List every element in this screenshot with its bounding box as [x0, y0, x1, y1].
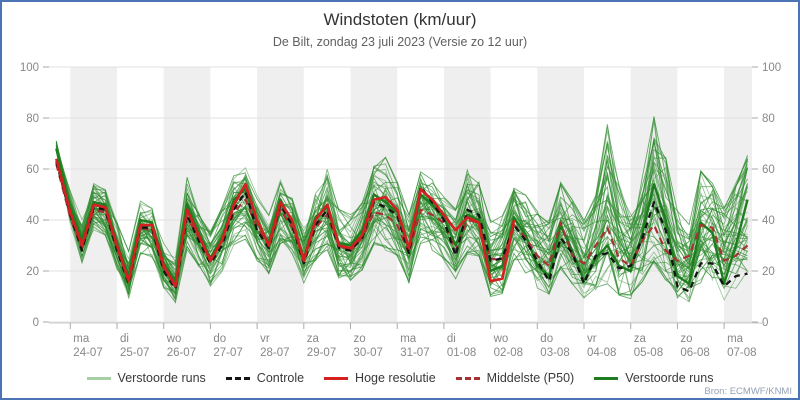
- x-day-label: zo: [354, 333, 366, 345]
- day-band: [70, 67, 117, 323]
- y-axis-label-right: 60: [762, 164, 775, 176]
- x-date-label: 31-07: [400, 347, 429, 359]
- chart-legend: Verstoorde runs Controle Hoge resolutie …: [2, 371, 798, 385]
- ensemble-member-line: [55, 148, 748, 291]
- x-day-label: za: [634, 333, 647, 345]
- x-date-label: 06-08: [680, 347, 709, 359]
- x-date-label: 30-07: [354, 347, 383, 359]
- x-date-label: 24-07: [73, 347, 102, 359]
- legend-item-verstoorde-runs-thin: Verstoorde runs: [86, 371, 206, 385]
- legend-item-verstoorde-runs-bold: Verstoorde runs: [594, 371, 713, 385]
- y-axis-label-left: 20: [26, 266, 39, 278]
- y-axis-label-right: 80: [762, 113, 775, 125]
- legend-label: Verstoorde runs: [117, 371, 206, 385]
- day-band: [537, 67, 584, 323]
- day-band: [443, 67, 491, 323]
- x-date-label: 02-08: [494, 347, 523, 359]
- legend-item-controle: Controle: [225, 371, 305, 385]
- y-axis-label-right: 100: [762, 62, 781, 74]
- x-day-label: ma: [400, 333, 417, 345]
- x-day-label: ma: [727, 333, 744, 345]
- x-day-label: di: [120, 333, 129, 345]
- x-day-label: wo: [166, 333, 182, 345]
- x-date-label: 01-08: [447, 347, 476, 359]
- y-axis-label-right: 20: [762, 266, 775, 278]
- x-day-label: ma: [73, 333, 90, 345]
- x-day-label: zo: [680, 333, 692, 345]
- x-date-label: 29-07: [307, 347, 336, 359]
- source-attribution: Bron: ECMWF/KNMI: [704, 386, 792, 397]
- x-date-label: 03-08: [540, 347, 569, 359]
- y-axis-label-left: 100: [20, 62, 39, 74]
- x-day-label: di: [447, 333, 456, 345]
- x-date-label: 26-07: [167, 347, 196, 359]
- x-day-label: do: [213, 333, 226, 345]
- x-day-label: vr: [587, 333, 597, 345]
- ensemble-member-line: [55, 150, 748, 301]
- y-axis-label-left: 80: [26, 113, 39, 125]
- legend-swatch-thin-green-line: [86, 376, 111, 380]
- legend-swatch-bold-green-line: [594, 376, 619, 380]
- y-axis-label-left: 60: [26, 164, 39, 176]
- x-date-label: 27-07: [213, 347, 242, 359]
- x-date-label: 04-08: [587, 347, 616, 359]
- ensemble-member-line: [55, 144, 748, 294]
- ensemble-member-line: [55, 142, 748, 304]
- page-subtitle: De Bilt, zondag 23 juli 2023 (Versie zo …: [272, 35, 528, 49]
- x-date-label: 25-07: [120, 347, 149, 359]
- ensemble-member-line: [55, 138, 748, 287]
- legend-swatch-black-dashed-line: [225, 376, 250, 380]
- legend-item-middelste-p50: Middelste (P50): [455, 371, 575, 385]
- x-date-label: 05-08: [634, 347, 663, 359]
- x-day-label: wo: [493, 333, 509, 345]
- legend-item-hoge-resolutie: Hoge resolutie: [324, 371, 436, 385]
- y-axis-label-right: 0: [762, 317, 768, 329]
- legend-swatch-darkred-dashed-line: [455, 376, 480, 380]
- ensemble-member-line: [55, 145, 748, 298]
- x-date-label: 07-08: [727, 347, 756, 359]
- hoge-resolutie-line: [55, 158, 516, 288]
- y-axis-label-left: 40: [26, 215, 39, 227]
- y-axis-label-left: 0: [33, 317, 39, 329]
- x-day-label: do: [540, 333, 553, 345]
- legend-label: Middelste (P50): [486, 371, 575, 385]
- x-day-label: za: [307, 333, 320, 345]
- legend-label: Controle: [256, 371, 305, 385]
- legend-label: Verstoorde runs: [625, 371, 714, 385]
- x-day-label: vr: [260, 333, 270, 345]
- legend-swatch-red-line: [324, 376, 349, 380]
- legend-label: Hoge resolutie: [355, 371, 436, 385]
- y-axis-label-right: 40: [762, 215, 775, 227]
- x-date-label: 28-07: [260, 347, 289, 359]
- page-title: Windstoten (km/uur): [323, 10, 477, 29]
